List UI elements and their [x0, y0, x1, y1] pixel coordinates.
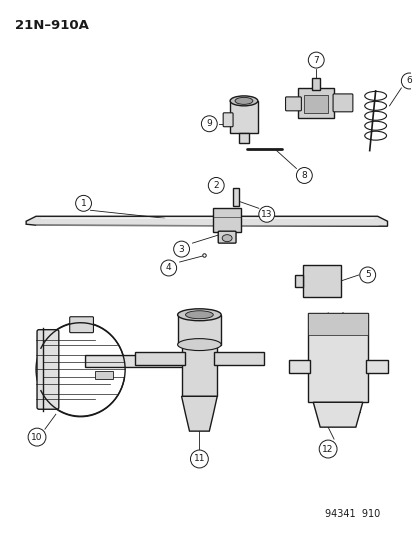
Bar — [365, 360, 387, 374]
Polygon shape — [85, 356, 209, 367]
Bar — [311, 78, 319, 90]
Text: 12: 12 — [322, 445, 333, 454]
Text: 2: 2 — [213, 181, 218, 190]
Ellipse shape — [185, 311, 213, 319]
Bar — [135, 352, 184, 366]
Bar — [238, 133, 248, 143]
Circle shape — [173, 241, 189, 257]
FancyBboxPatch shape — [218, 231, 235, 243]
Text: 11: 11 — [193, 455, 205, 464]
Ellipse shape — [235, 98, 252, 104]
Circle shape — [208, 177, 223, 193]
Circle shape — [160, 260, 176, 276]
FancyBboxPatch shape — [285, 97, 301, 111]
FancyBboxPatch shape — [37, 330, 59, 409]
Text: 5: 5 — [364, 270, 370, 279]
FancyBboxPatch shape — [332, 94, 352, 112]
Circle shape — [258, 206, 274, 222]
Text: 7: 7 — [313, 55, 318, 64]
Polygon shape — [313, 402, 362, 427]
Bar — [308, 313, 367, 335]
Bar — [181, 342, 217, 397]
Circle shape — [76, 196, 91, 211]
Text: 3: 3 — [178, 245, 184, 254]
Circle shape — [28, 428, 46, 446]
Text: 21N–910A: 21N–910A — [15, 19, 89, 33]
Bar — [295, 275, 303, 287]
Text: 13: 13 — [260, 210, 272, 219]
Ellipse shape — [177, 309, 221, 321]
Polygon shape — [26, 216, 387, 226]
Bar — [214, 352, 263, 366]
Bar — [298, 88, 333, 118]
Text: 9: 9 — [206, 119, 212, 128]
Circle shape — [308, 52, 323, 68]
Bar — [233, 188, 238, 206]
Bar — [230, 101, 257, 133]
Ellipse shape — [222, 235, 232, 241]
FancyBboxPatch shape — [223, 113, 233, 127]
Text: 4: 4 — [166, 263, 171, 272]
Bar — [303, 265, 340, 297]
Text: 1: 1 — [81, 199, 86, 208]
FancyBboxPatch shape — [69, 317, 93, 333]
Ellipse shape — [177, 338, 221, 351]
Circle shape — [190, 450, 208, 468]
Circle shape — [401, 73, 413, 89]
Bar — [288, 360, 310, 374]
Text: 6: 6 — [406, 76, 411, 85]
Circle shape — [318, 440, 336, 458]
Ellipse shape — [230, 96, 257, 106]
Text: 8: 8 — [301, 171, 306, 180]
Circle shape — [296, 167, 311, 183]
Bar — [304, 95, 328, 113]
Bar — [308, 313, 367, 402]
Text: 94341  910: 94341 910 — [325, 508, 380, 519]
Circle shape — [201, 116, 217, 132]
Text: 10: 10 — [31, 433, 43, 442]
Bar — [213, 208, 240, 232]
Polygon shape — [181, 397, 217, 431]
Circle shape — [359, 267, 375, 283]
Bar — [95, 372, 113, 379]
Bar — [177, 315, 221, 345]
